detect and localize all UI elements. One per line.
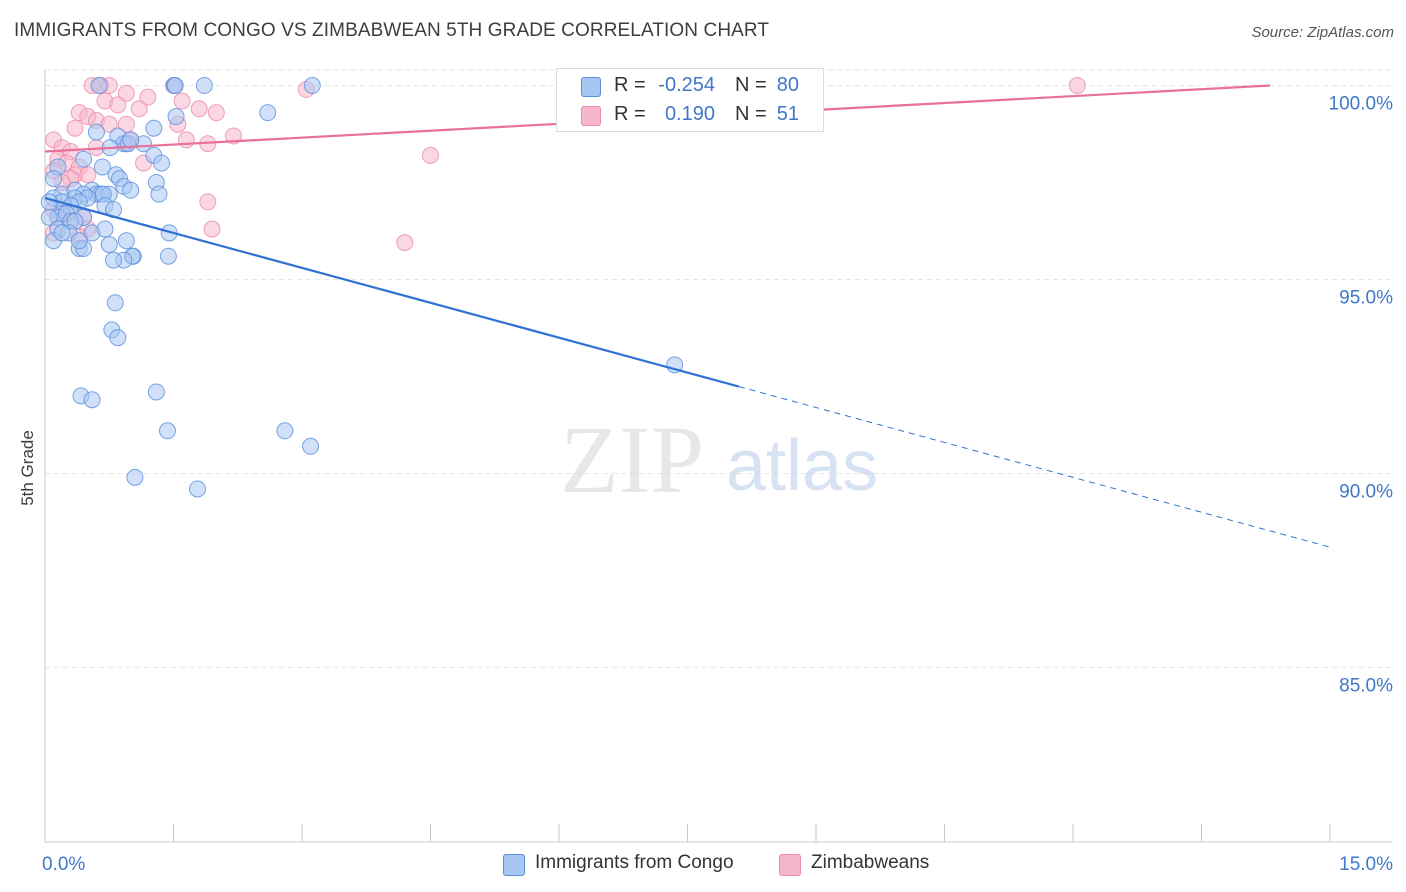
legend-swatch-congo [581,77,601,97]
congo-point [93,158,111,176]
congo-point [147,383,165,401]
grid-lines [45,69,1392,668]
congo-point [259,104,277,122]
zimbabwean-point [130,100,148,118]
watermark-zip: ZIP [560,406,704,513]
zimbabwean-point [199,193,217,211]
congo-point [167,108,185,126]
congo-point [303,77,321,95]
n-label: N = [735,103,767,125]
zimbabwean-point [177,131,195,149]
zimbabwean-point [1068,77,1086,95]
watermark-atlas: atlas [726,426,878,506]
chart-title: IMMIGRANTS FROM CONGO VS ZIMBABWEAN 5TH … [14,20,770,41]
y-tick-label: 95.0% [1339,287,1393,308]
zimbabwean-point [139,88,157,106]
congo-point [40,193,58,211]
congo-trend-extension [738,386,1331,548]
n-value: 51 [776,103,799,125]
congo-point [87,123,105,141]
tick-labels: 85.0% 90.0% 95.0% 100.0% 0.0% 15.0% [42,94,1393,875]
congo-point [96,220,114,238]
correlation-legend: R = -0.254 N = 80 R = 0.190 N = 51 [556,68,824,132]
series-congo [40,77,684,498]
y-axis-label: 5th Grade [18,430,37,506]
n-value: 80 [776,74,799,96]
congo-point [105,251,123,269]
zimbabwean-point [224,127,242,145]
n-label: N = [735,74,767,96]
congo-point [122,131,140,149]
congo-point [188,480,206,498]
congo-point [109,329,127,347]
congo-point [100,236,118,254]
legend-label-congo: Immigrants from Congo [535,852,734,873]
congo-point [53,224,71,242]
legend-row-congo: R = -0.254 N = 80 [557,71,823,101]
zimbabwean-point [79,166,97,184]
congo-point [122,181,140,199]
r-label: R = [614,103,646,125]
zimbabwean-point [109,96,127,114]
x-tick-label-min: 0.0% [42,854,85,875]
congo-point [83,391,101,409]
r-value: 0.190 [664,103,715,125]
congo-point [159,247,177,265]
zimbabwean-point [117,84,135,102]
zimbabwean-point [422,146,439,164]
y-tick-label: 100.0% [1329,94,1394,115]
x-tick-label-max: 15.0% [1339,854,1393,875]
congo-point [90,77,108,95]
congo-point [145,119,163,137]
zimbabwean-point [207,104,225,122]
congo-point [302,437,320,455]
y-tick-label: 90.0% [1339,481,1393,502]
r-value: -0.254 [658,74,715,96]
congo-point [153,154,171,172]
zimbabwean-point [203,220,221,238]
zimbabwean-point [173,92,191,110]
congo-point [75,150,93,168]
congo-point [159,422,177,440]
congo-point [106,294,124,312]
congo-point [45,170,63,188]
congo-point [150,185,168,203]
legend-row-zimbabweans: R = 0.190 N = 51 [557,100,823,130]
series-legend: Immigrants from Congo Zimbabweans [0,852,1406,878]
legend-swatch-congo [503,854,525,876]
legend-swatch-zimbabweans [581,106,601,126]
congo-point [195,77,213,95]
legend-swatch-zimbabweans [779,854,801,876]
zimbabwean-point [190,100,208,118]
zimbabwean-point [100,115,118,133]
congo-point [166,77,184,95]
congo-point [126,468,144,486]
r-label: R = [614,74,646,96]
congo-point [276,422,294,440]
axes [44,70,1392,843]
zimbabwean-point [396,234,414,252]
congo-trend-line [44,196,740,388]
congo-point [70,232,88,250]
zimbabwean-point [66,119,84,137]
source-credit: Source: ZipAtlas.com [1251,24,1394,41]
legend-label-zimbabweans: Zimbabweans [811,852,930,873]
zimbabwean-point [117,115,135,133]
congo-point [117,232,135,250]
y-tick-label: 85.0% [1339,675,1393,696]
